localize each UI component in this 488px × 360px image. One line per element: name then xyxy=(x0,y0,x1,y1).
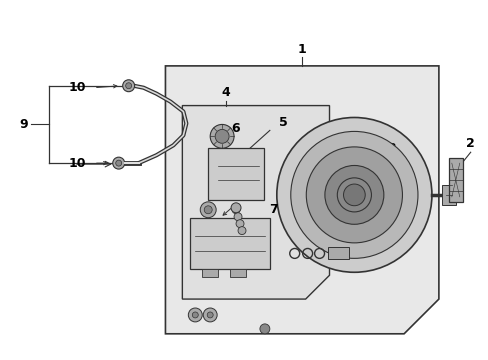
Text: 6: 6 xyxy=(231,122,240,135)
Polygon shape xyxy=(182,105,329,299)
Text: 10: 10 xyxy=(68,157,85,170)
Polygon shape xyxy=(165,66,438,334)
Circle shape xyxy=(215,129,228,143)
Circle shape xyxy=(238,227,245,235)
Text: 3: 3 xyxy=(386,142,395,155)
Bar xyxy=(202,269,218,277)
Circle shape xyxy=(207,312,213,318)
Circle shape xyxy=(234,213,242,221)
Text: 10: 10 xyxy=(68,81,85,94)
Bar xyxy=(441,185,455,205)
Bar xyxy=(327,247,349,260)
Circle shape xyxy=(324,166,383,224)
Circle shape xyxy=(200,202,216,218)
Circle shape xyxy=(210,125,234,148)
Bar xyxy=(190,218,269,269)
Text: 1: 1 xyxy=(297,42,305,55)
Text: 8: 8 xyxy=(235,192,244,204)
Bar xyxy=(230,269,245,277)
Circle shape xyxy=(116,160,122,166)
Circle shape xyxy=(343,184,365,206)
Circle shape xyxy=(192,312,198,318)
Circle shape xyxy=(260,324,269,334)
Circle shape xyxy=(290,131,417,258)
Circle shape xyxy=(231,203,241,213)
Circle shape xyxy=(204,206,212,214)
Circle shape xyxy=(203,308,217,322)
Bar xyxy=(448,158,462,202)
Circle shape xyxy=(232,206,240,214)
Circle shape xyxy=(305,147,402,243)
Bar xyxy=(208,148,264,200)
Text: 2: 2 xyxy=(466,137,474,150)
Circle shape xyxy=(276,117,431,272)
Circle shape xyxy=(113,157,124,169)
Circle shape xyxy=(122,80,134,92)
Text: 4: 4 xyxy=(221,86,230,99)
Circle shape xyxy=(337,178,371,212)
Text: 5: 5 xyxy=(279,116,287,129)
Circle shape xyxy=(125,83,131,89)
Text: 9: 9 xyxy=(19,118,27,131)
Circle shape xyxy=(236,220,244,228)
Text: 7: 7 xyxy=(269,203,278,216)
Circle shape xyxy=(188,308,202,322)
